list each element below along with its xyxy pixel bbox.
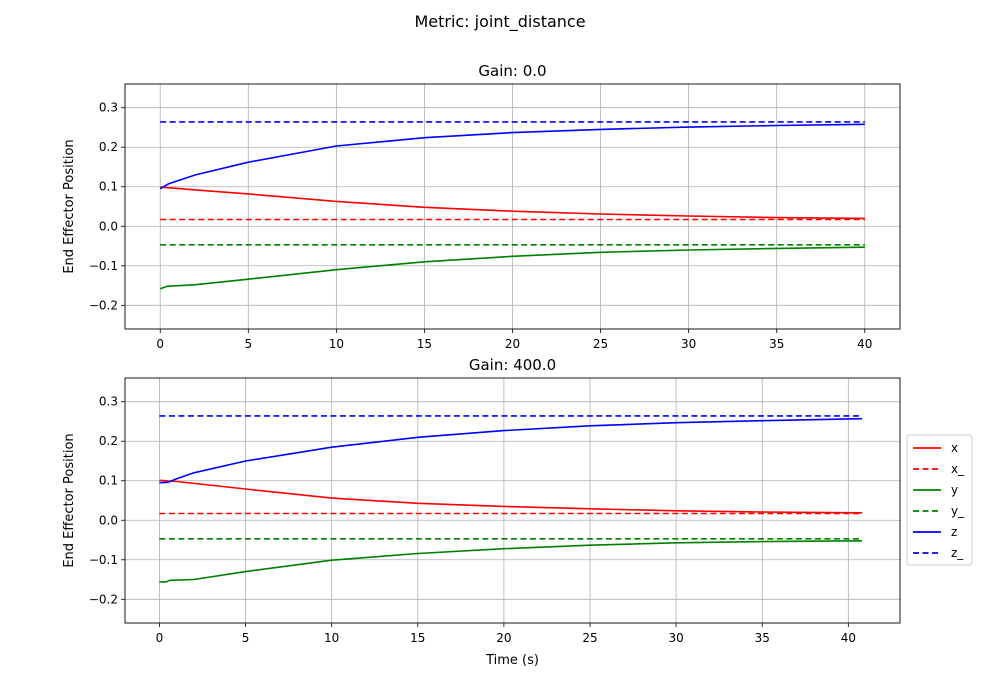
y-tick-label: 0.2 xyxy=(99,434,118,448)
x-axis-label: Time (s) xyxy=(485,653,539,668)
series-line-x xyxy=(160,186,865,220)
y-tick-label: 0.3 xyxy=(99,101,118,115)
y-tick-label: 0.1 xyxy=(99,474,118,488)
y-tick-label: −0.2 xyxy=(89,298,118,312)
series-line-y xyxy=(159,540,863,583)
x-tick-label: 5 xyxy=(242,631,250,645)
x-tick-label: 0 xyxy=(156,631,164,645)
x-tick-label: 40 xyxy=(857,337,872,351)
series-line-z xyxy=(159,417,863,484)
figure-suptitle: Metric: joint_distance xyxy=(414,12,585,32)
x-tick-label: 25 xyxy=(582,631,597,645)
x-tick-label: 10 xyxy=(329,337,344,351)
y-tick-label: 0.0 xyxy=(99,513,118,527)
y-tick-label: −0.1 xyxy=(89,553,118,567)
legend-label: z_ xyxy=(951,546,964,560)
y-tick-label: 0.2 xyxy=(99,140,118,154)
x-tick-label: 20 xyxy=(505,337,520,351)
x-tick-label: 30 xyxy=(681,337,696,351)
series-line-y xyxy=(159,246,865,290)
subplot-title: Gain: 400.0 xyxy=(469,356,556,374)
y-axis-label: End Effector Position xyxy=(62,139,77,273)
legend: x x_y y_z z_ xyxy=(906,434,973,566)
subplot-gain-400: 0 5 10 15 20 25 30 35 40 −0.2 −0.1 0.0 0.1 0.2 0.3 Gain… xyxy=(62,356,901,668)
y-tick-label: −0.2 xyxy=(89,592,118,606)
axes-frame xyxy=(124,83,901,330)
legend-label: x xyxy=(951,441,958,455)
x-tick-label: 35 xyxy=(755,631,770,645)
y-tick-label: 0.0 xyxy=(99,219,118,233)
axes-frame xyxy=(124,377,901,624)
x-tick-label: 35 xyxy=(769,337,784,351)
series-line-z xyxy=(159,123,865,190)
x-tick-label: 15 xyxy=(410,631,425,645)
x-tick-label: 20 xyxy=(496,631,511,645)
x-tick-label: 5 xyxy=(244,337,252,351)
y-tick-label: 0.3 xyxy=(99,395,118,409)
series-line-x xyxy=(159,479,863,514)
y-axis-label: End Effector Position xyxy=(62,433,77,567)
legend-label: z xyxy=(951,525,957,539)
x-tick-label: 10 xyxy=(324,631,339,645)
x-tick-label: 40 xyxy=(841,631,856,645)
legend-label: y_ xyxy=(951,504,965,518)
x-tick-label: 0 xyxy=(156,337,164,351)
y-tick-label: 0.1 xyxy=(99,180,118,194)
legend-label: x_ xyxy=(951,462,965,476)
subplot-title: Gain: 0.0 xyxy=(478,62,546,80)
x-tick-label: 25 xyxy=(593,337,608,351)
legend-label: y xyxy=(951,483,958,497)
x-tick-label: 15 xyxy=(417,337,432,351)
x-tick-label: 30 xyxy=(668,631,683,645)
y-tick-label: −0.1 xyxy=(89,259,118,273)
subplot-gain-0: 0 5 10 15 20 25 30 35 40 −0.2 −0.1 0.0 0.1 0.2 0.3 Gain… xyxy=(62,62,901,351)
